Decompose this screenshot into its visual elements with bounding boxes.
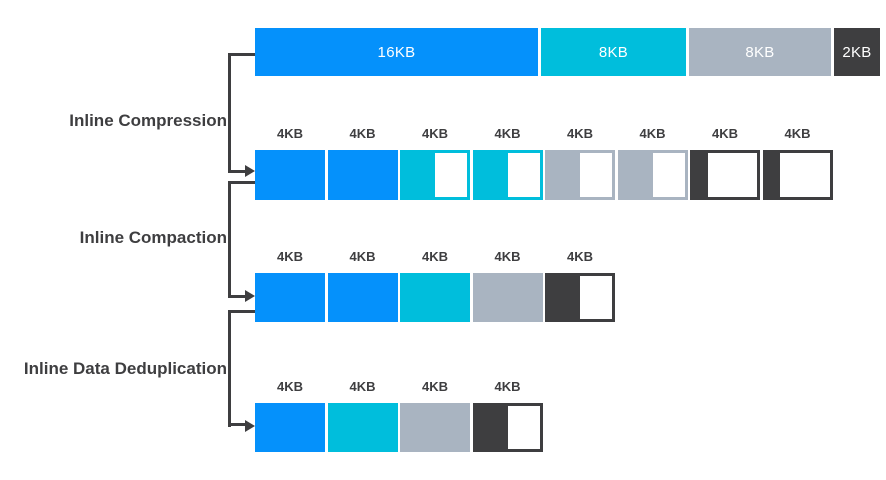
block-free-space	[507, 406, 540, 449]
block-size-label: 4KB	[494, 249, 521, 264]
block-size-label: 16KB	[377, 43, 416, 61]
stage-label-inline-compaction: Inline Compaction	[79, 228, 227, 247]
bracket-top-stub	[228, 310, 255, 313]
bracket-vertical-line	[228, 310, 231, 427]
block-size-label: 4KB	[276, 379, 303, 394]
after-compression-block-1	[255, 150, 325, 200]
block-size-label: 4KB	[494, 379, 521, 394]
block-size-label: 4KB	[784, 126, 811, 141]
block-free-space	[652, 153, 685, 197]
after-compaction-block-3	[400, 273, 470, 322]
block-size-label: 4KB	[639, 126, 666, 141]
block-size-label: 4KB	[494, 126, 521, 141]
block-size-label: 2KB	[842, 43, 872, 61]
block-size-label: 4KB	[566, 249, 593, 264]
arrow-shaft	[228, 170, 246, 173]
after-compaction-block-1	[255, 273, 325, 322]
block-size-label: 4KB	[276, 126, 303, 141]
after-compression-block-8	[762, 150, 833, 200]
block-size-label: 8KB	[598, 43, 629, 61]
original-data-block-1: 16KB	[255, 28, 538, 76]
after-compression-block-6	[617, 150, 688, 200]
after-compaction-block-2	[327, 273, 398, 322]
after-compression-block-5	[545, 150, 615, 200]
block-size-label: 8KB	[745, 43, 775, 61]
bracket-vertical-line	[228, 181, 231, 298]
original-data-block-2: 8KB	[541, 28, 686, 76]
arrow-head-icon	[245, 290, 255, 302]
after-compression-block-2	[327, 150, 398, 200]
arrow-head-icon	[245, 420, 255, 432]
block-size-label: 4KB	[349, 249, 376, 264]
after-compaction-block-5	[545, 273, 615, 322]
after-compression-block-4	[472, 150, 543, 200]
after-deduplication-block-2	[327, 403, 398, 452]
bracket-top-stub	[228, 53, 255, 56]
block-free-space	[435, 153, 467, 197]
block-free-space	[507, 153, 540, 197]
after-compaction-block-4	[472, 273, 543, 322]
original-data-block-4: 2KB	[834, 28, 880, 76]
block-size-label: 4KB	[421, 126, 448, 141]
arrow-shaft	[228, 423, 246, 426]
after-compression-block-3	[400, 150, 470, 200]
block-free-space	[580, 276, 612, 319]
block-size-label: 4KB	[421, 249, 448, 264]
stage-label-inline-compression: Inline Compression	[69, 111, 227, 130]
after-deduplication-block-3	[400, 403, 470, 452]
block-free-space	[707, 153, 757, 197]
stage-label-inline-data-deduplication: Inline Data Deduplication	[23, 359, 227, 378]
after-deduplication-block-1	[255, 403, 325, 452]
after-deduplication-block-4	[472, 403, 543, 452]
block-free-space	[780, 153, 830, 197]
original-data-block-3: 8KB	[689, 28, 831, 76]
arrow-head-icon	[245, 165, 255, 177]
block-size-label: 4KB	[349, 126, 376, 141]
bracket-top-stub	[228, 181, 255, 184]
block-size-label: 4KB	[566, 126, 593, 141]
bracket-vertical-line	[228, 53, 231, 173]
block-size-label: 4KB	[711, 126, 738, 141]
block-free-space	[580, 153, 612, 197]
arrow-shaft	[228, 295, 246, 298]
block-size-label: 4KB	[349, 379, 376, 394]
block-size-label: 4KB	[421, 379, 448, 394]
block-size-label: 4KB	[276, 249, 303, 264]
after-compression-block-7	[690, 150, 760, 200]
